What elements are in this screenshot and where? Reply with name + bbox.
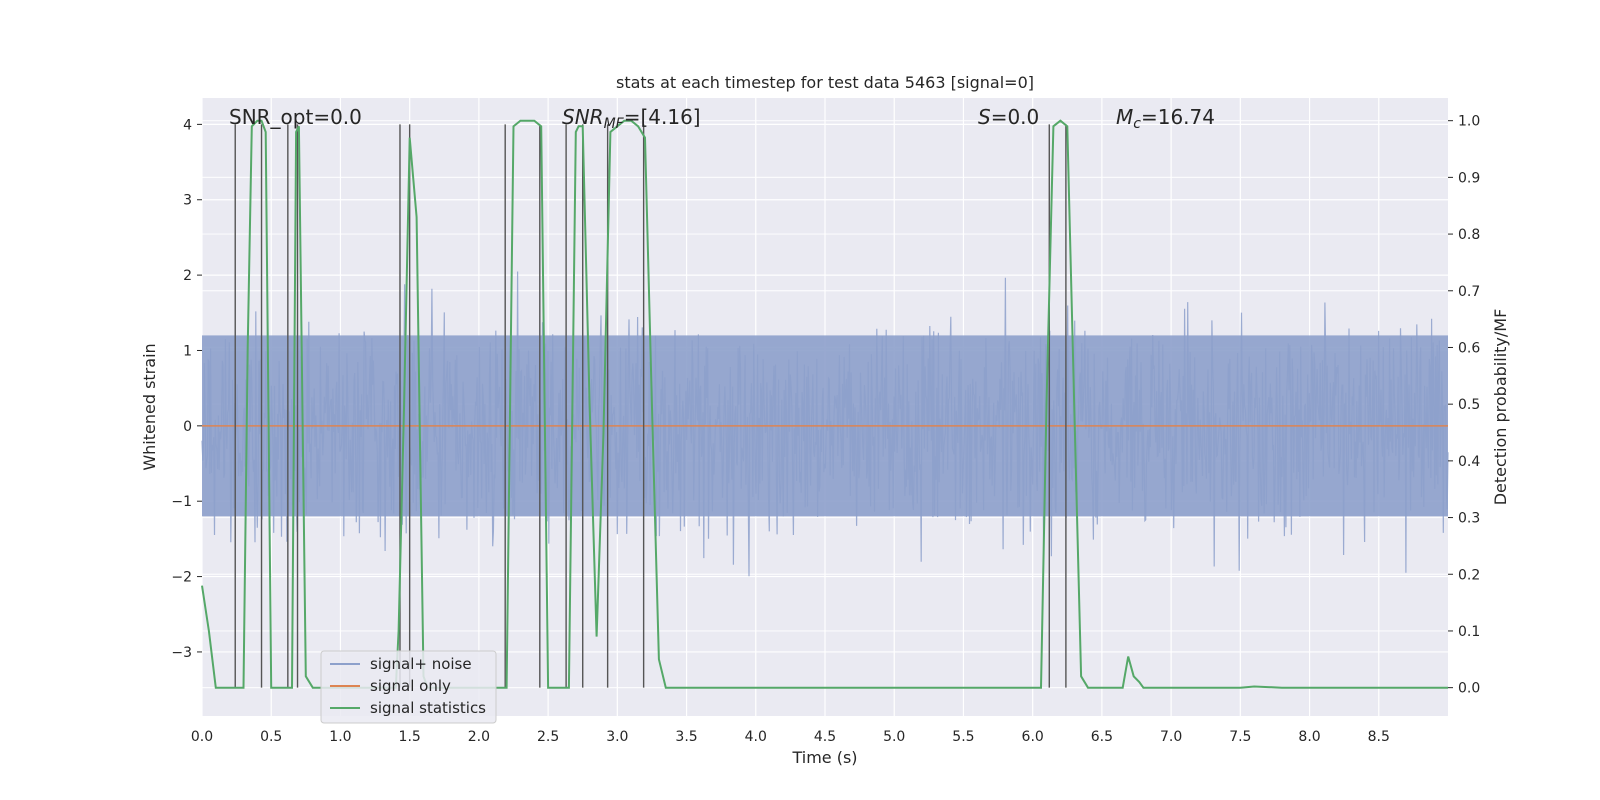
signal-statistics-line <box>201 119 1448 689</box>
annotation-snr-mf: SNRMF=[4.16] <box>562 105 701 132</box>
legend-label-signal-noise: signal+ noise <box>370 655 472 673</box>
y-tick-label-left: −2 <box>171 570 192 586</box>
marker-vertical-lines <box>234 124 1067 688</box>
legend: signal+ noise signal only signal statist… <box>320 650 497 724</box>
y-tick-label-left: 1 <box>183 343 192 359</box>
x-tick-label: 8.0 <box>1298 729 1320 745</box>
axes: 0.0 0.5 1.0 1.5 2.0 2.5 3.0 3.5 4.0 4.5 5.0 5.5 6.0 6… <box>171 114 1480 745</box>
x-tick-label: 7.0 <box>1160 729 1182 745</box>
x-tick-label: 0.0 <box>191 729 213 745</box>
chart-title: stats at each timestep for test data 546… <box>616 73 1034 92</box>
x-axis-label: Time (s) <box>791 748 857 767</box>
x-tick-label: 1.5 <box>399 729 421 745</box>
y-tick-label-left: −1 <box>171 494 192 510</box>
series-signal-statistics <box>201 119 1448 689</box>
x-tick-label: 3.5 <box>675 729 697 745</box>
annotation-s-var: S <box>978 105 991 129</box>
annotation-mc-sub: c <box>1133 116 1141 132</box>
legend-label-signal-statistics: signal statistics <box>370 699 486 717</box>
y-tick-label-left: 2 <box>183 268 192 284</box>
y-tick-label-left: 4 <box>183 117 192 133</box>
y-tick-label-right: 0.4 <box>1458 454 1480 470</box>
y-tick-label-right: 0.8 <box>1458 227 1480 243</box>
x-tick-label: 7.5 <box>1229 729 1251 745</box>
y-tick-label-right: 0.6 <box>1458 340 1480 356</box>
x-tick-label: 8.5 <box>1368 729 1390 745</box>
x-tick-label: 0.5 <box>260 729 282 745</box>
annotation-mc: Mc=16.74 <box>1116 105 1215 132</box>
annotation-snr-opt: SNR_opt=0.0 <box>229 105 362 129</box>
annotation-s: S=0.0 <box>978 105 1039 129</box>
y-tick-label-right: 0.3 <box>1458 511 1480 527</box>
y-tick-label-right: 1.0 <box>1458 114 1480 130</box>
y-tick-label-left: −3 <box>171 645 192 661</box>
x-tick-label: 4.5 <box>814 729 836 745</box>
y-tick-label-left: 3 <box>183 193 192 209</box>
x-tick-label: 6.0 <box>1022 729 1044 745</box>
y-axis-label-right: Detection probability/MF <box>1491 309 1510 506</box>
x-tick-label: 6.5 <box>1091 729 1113 745</box>
y-tick-label-right: 0.1 <box>1458 624 1480 640</box>
y-tick-label-right: 0.9 <box>1458 170 1480 186</box>
y-tick-label-right: 0.0 <box>1458 681 1480 697</box>
annotation-mc-val: =16.74 <box>1141 105 1215 129</box>
x-tick-label: 1.0 <box>329 729 351 745</box>
x-tick-label: 4.0 <box>745 729 767 745</box>
annotation-snr-mf-var: SNR <box>562 105 604 129</box>
annotation-snr-mf-sub: MF <box>604 116 625 132</box>
y-axis-label-left: Whitened strain <box>140 343 159 470</box>
annotation-snr-mf-val: =[4.16] <box>624 105 701 129</box>
x-tick-label: 2.0 <box>468 729 490 745</box>
y-tick-label-right: 0.2 <box>1458 567 1480 583</box>
y-tick-label-right: 0.5 <box>1458 397 1480 413</box>
legend-label-signal-only: signal only <box>370 677 451 695</box>
y-tick-label-left: 0 <box>183 419 192 435</box>
annotation-mc-var: M <box>1116 105 1133 129</box>
x-tick-label: 5.0 <box>883 729 905 745</box>
annotation-s-val: =0.0 <box>991 105 1040 129</box>
y-tick-label-right: 0.7 <box>1458 284 1480 300</box>
legend-box <box>320 650 497 724</box>
x-tick-label: 3.0 <box>606 729 628 745</box>
x-tick-label: 5.5 <box>952 729 974 745</box>
x-tick-label: 2.5 <box>537 729 559 745</box>
